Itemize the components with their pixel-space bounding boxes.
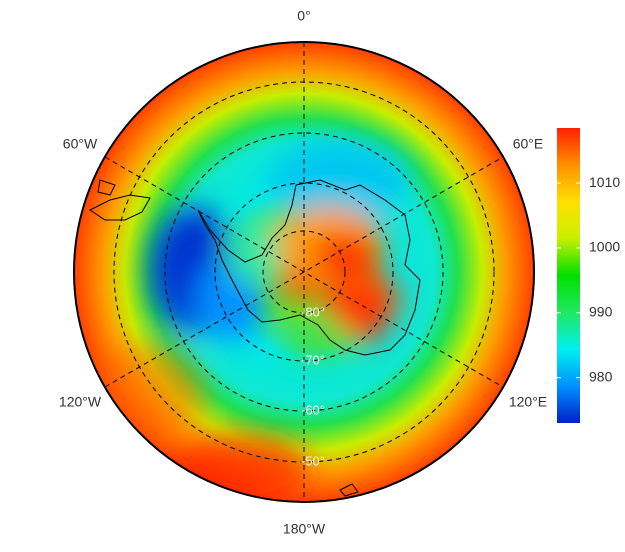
map-border [73, 41, 535, 503]
latitude-labels: -80° -70° -60° -50° [301, 304, 325, 468]
colorbar-tick-label: 990 [589, 303, 613, 319]
colorbar-tick-label: 980 [589, 368, 613, 384]
meridian-label: 120°E [509, 394, 547, 410]
meridian-label: 120°W [59, 394, 102, 410]
colorbar: 980 990 1000 1010 [557, 128, 620, 423]
colorbar-ramp [557, 128, 580, 423]
latitude-label: -80° [301, 304, 325, 319]
graticule [104, 42, 504, 502]
coastline [89, 179, 421, 497]
meridian-label: 0° [297, 8, 310, 24]
meridian-label: 60°E [513, 136, 544, 152]
colorbar-tick-label: 1010 [589, 174, 620, 190]
latitude-label: -60° [301, 402, 325, 417]
colorbar-tick-label: 1000 [589, 239, 620, 255]
meridian-label: 60°W [63, 136, 98, 152]
meridian-labels: 0° 60°E 120°E 180°W 120°W 60°W [59, 8, 547, 537]
meridian-label: 180°W [283, 521, 326, 537]
latitude-label: -50° [301, 453, 325, 468]
latitude-label: -70° [301, 352, 325, 367]
